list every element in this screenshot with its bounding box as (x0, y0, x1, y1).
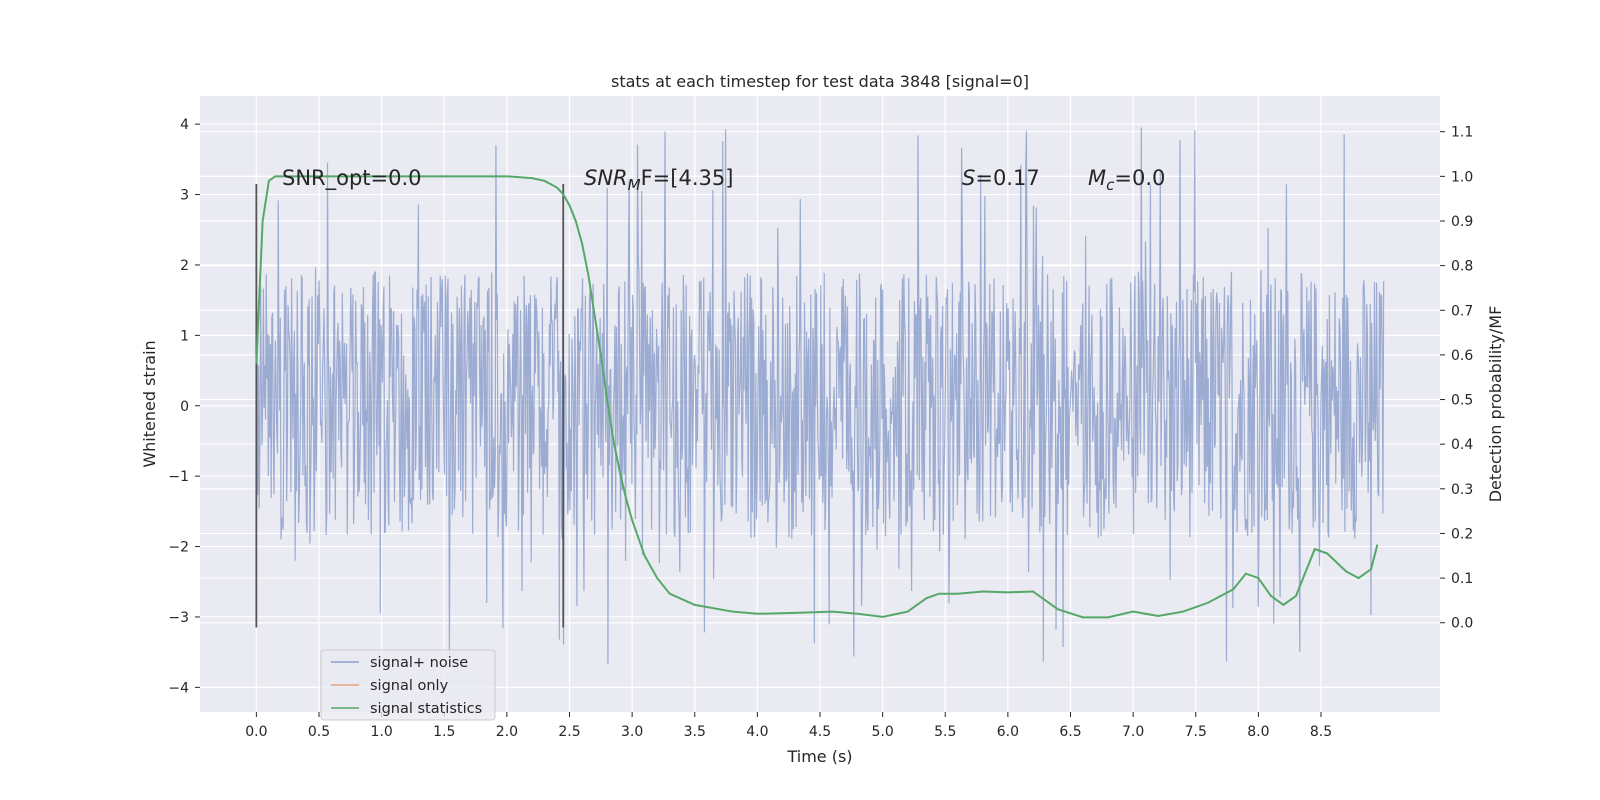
x-tick-label-7: 3.5 (684, 724, 706, 740)
y-tick-label-4: 0 (180, 399, 189, 415)
legend-label-signal-statistics: signal statistics (370, 701, 482, 717)
y-right-tick-label-1: 1.0 (1451, 169, 1473, 185)
y-right-tick-label-3: 0.8 (1451, 259, 1473, 275)
legend-label-signal-noise: signal+ noise (370, 655, 468, 671)
y-right-tick-label-0: 1.1 (1451, 125, 1473, 141)
x-tick-label-16: 8.0 (1247, 724, 1269, 740)
annotation-snr-mf-sub: M (628, 176, 641, 194)
x-tick-label-6: 3.0 (621, 724, 643, 740)
x-tick-label-3: 1.5 (433, 724, 455, 740)
annotation-mc: Mc=0.0 (1088, 166, 1165, 194)
annotation-mc-sub: c (1106, 176, 1115, 194)
series-signal-noise (255, 127, 1385, 665)
y-right-tick-label-11: 0.0 (1451, 616, 1473, 632)
x-tick-label-14: 7.0 (1122, 724, 1144, 740)
x-tick-label-4: 2.0 (496, 724, 518, 740)
legend-label-signal-only: signal only (370, 678, 449, 694)
annotation-snr-mf-main: SNR (584, 166, 628, 190)
y-right-tick-label-6: 0.5 (1451, 393, 1473, 409)
x-tick-label-17: 8.5 (1310, 724, 1332, 740)
y-tick-label-0: 4 (180, 117, 189, 133)
y-tick-label-2: 2 (180, 258, 189, 274)
y-right-tick-label-4: 0.7 (1451, 303, 1473, 319)
y-tick-label-8: −4 (168, 680, 189, 696)
y-right-tick-label-10: 0.1 (1451, 571, 1473, 587)
y-tick-label-6: −2 (168, 540, 189, 556)
x-tick-label-9: 4.5 (809, 724, 831, 740)
annotation-s-main: S (962, 166, 975, 190)
vertical-markers (255, 184, 565, 628)
y-axis-label: Whitened strain (140, 340, 159, 467)
x-axis-label: Time (s) (786, 747, 852, 766)
x-tick-label-12: 6.0 (997, 724, 1019, 740)
series-signal-statistics (255, 175, 1379, 619)
x-ticks: 0.0 0.5 1.0 1.5 2.0 2.5 3.0 3.5 4.0 4.5 5.0 5.5 6.0 6… (245, 712, 1332, 740)
y-tick-label-3: 1 (180, 328, 189, 344)
annotation-snr-opt: SNR_opt=0.0 (282, 166, 422, 191)
chart-title: stats at each timestep for test data 384… (611, 72, 1029, 91)
annotation-mc-rest: =0.0 (1114, 166, 1165, 190)
x-tick-label-13: 6.5 (1059, 724, 1081, 740)
x-tick-label-10: 5.0 (871, 724, 893, 740)
y-tick-label-1: 3 (180, 188, 189, 204)
annotation-snr-mf: SNRMF=[4.35] (584, 166, 733, 194)
x-tick-label-8: 4.0 (746, 724, 768, 740)
annotation-mc-main: M (1088, 166, 1106, 190)
signal-statistics-line (255, 175, 1379, 619)
y-right-tick-label-8: 0.3 (1451, 482, 1473, 498)
annotation-s: S=0.17 (962, 166, 1040, 190)
annotation-s-rest: =0.17 (975, 166, 1039, 190)
signal-noise-line (255, 127, 1385, 665)
x-tick-label-2: 1.0 (370, 724, 392, 740)
y-axis-label-right: Detection probability/MF (1486, 306, 1505, 503)
legend-box (320, 649, 496, 721)
y-ticks: 4 3 2 1 0 −1 −2 −3 −4 (168, 117, 200, 696)
y-right-tick-label-2: 0.9 (1451, 214, 1473, 230)
y-right-tick-label-9: 0.2 (1451, 526, 1473, 542)
y-ticks-right: 1.1 1.0 0.9 0.8 0.7 0.6 0.5 0.4 0.3 0.2 0.1 0.0 (1440, 125, 1473, 632)
x-tick-label-11: 5.5 (934, 724, 956, 740)
legend: signal+ noise signal only signal statist… (320, 649, 496, 721)
y-right-tick-label-7: 0.4 (1451, 437, 1473, 453)
y-tick-label-5: −1 (168, 469, 189, 485)
x-tick-label-1: 0.5 (308, 724, 330, 740)
y-right-tick-label-5: 0.6 (1451, 348, 1473, 364)
x-tick-label-0: 0.0 (245, 724, 267, 740)
annotation-snr-mf-rest: F=[4.35] (641, 166, 734, 190)
x-tick-label-5: 2.5 (558, 724, 580, 740)
x-tick-label-15: 7.5 (1185, 724, 1207, 740)
y-tick-label-7: −3 (168, 610, 189, 626)
